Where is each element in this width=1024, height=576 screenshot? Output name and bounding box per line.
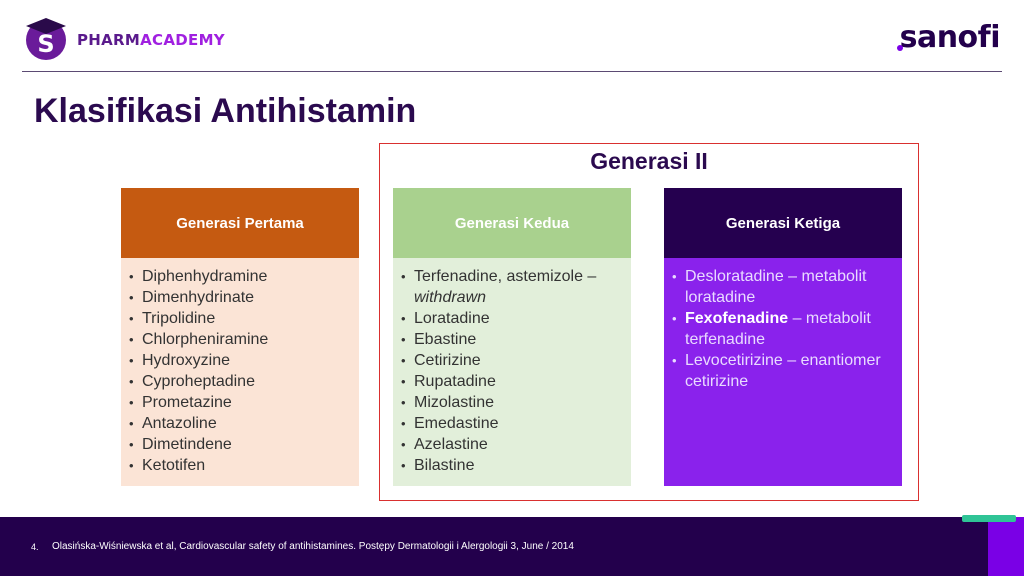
column-heading: Generasi Kedua [393, 188, 631, 258]
generation-two-label: Generasi II [590, 148, 708, 174]
list-item: Ebastine [401, 329, 621, 350]
column-third-generation: Generasi Ketiga Desloratadine – metaboli… [664, 188, 902, 486]
list-item: Diphenhydramine [129, 266, 349, 287]
column-body: Desloratadine – metabolit loratadine Fex… [664, 258, 902, 486]
company-logo-dot-icon [897, 45, 903, 51]
drug-list: Desloratadine – metabolit loratadine Fex… [672, 266, 892, 392]
generation-two-frame [379, 143, 919, 501]
footer-citation: Olasińska-Wiśniewska et al, Cardiovascul… [52, 541, 574, 552]
list-item: Levocetirizine – enantiomer cetirizine [672, 350, 892, 392]
list-item: Emedastine [401, 413, 621, 434]
list-item: Azelastine [401, 434, 621, 455]
company-logo: sanofi [899, 20, 1001, 55]
slide-title: Klasifikasi Antihistamin [34, 92, 417, 130]
list-item: Ketotifen [129, 455, 349, 476]
list-item: Cetirizine [401, 350, 621, 371]
list-item: Prometazine [129, 392, 349, 413]
list-item: Loratadine [401, 308, 621, 329]
list-item: Dimetindene [129, 434, 349, 455]
list-item: Antazoline [129, 413, 349, 434]
brand-name-part2: ACADEMY [140, 31, 225, 49]
footer-bar [0, 517, 1024, 576]
footer-green-accent [962, 515, 1016, 522]
header-divider [22, 71, 1002, 72]
list-item: Tripolidine [129, 308, 349, 329]
column-body: Terfenadine, astemizole – withdrawn Lora… [393, 258, 631, 486]
list-item: Dimenhydrinate [129, 287, 349, 308]
list-item: Fexofenadine – metabolit terfenadine [672, 308, 892, 350]
list-item: Chlorpheniramine [129, 329, 349, 350]
column-heading: Generasi Ketiga [664, 188, 902, 258]
drug-list: Diphenhydramine Dimenhydrinate Tripolidi… [129, 266, 349, 476]
column-first-generation: Generasi Pertama Diphenhydramine Dimenhy… [121, 188, 359, 486]
list-item: Terfenadine, astemizole – withdrawn [401, 266, 621, 308]
list-item-text: Terfenadine, astemizole – [414, 268, 597, 285]
list-item: Bilastine [401, 455, 621, 476]
list-item-text: – metabolit terfenadine [685, 310, 871, 348]
list-item: Rupatadine [401, 371, 621, 392]
page-number: 4. [31, 542, 39, 552]
footer-accent [988, 517, 1024, 576]
list-item: Cyproheptadine [129, 371, 349, 392]
column-heading: Generasi Pertama [121, 188, 359, 258]
drug-list: Terfenadine, astemizole – withdrawn Lora… [401, 266, 621, 476]
svg-text:S: S [37, 30, 54, 58]
brand-name: PHARMACADEMY [77, 31, 225, 49]
column-body: Diphenhydramine Dimenhydrinate Tripolidi… [121, 258, 359, 486]
column-second-generation: Generasi Kedua Terfenadine, astemizole –… [393, 188, 631, 486]
brand-name-part1: PHARM [77, 31, 141, 49]
list-item: Mizolastine [401, 392, 621, 413]
pharmacademy-logo-icon: S [26, 18, 66, 60]
list-item-bold: Fexofenadine [685, 310, 789, 327]
list-item: Hydroxyzine [129, 350, 349, 371]
list-item-note: withdrawn [414, 289, 487, 306]
list-item: Desloratadine – metabolit loratadine [672, 266, 892, 308]
